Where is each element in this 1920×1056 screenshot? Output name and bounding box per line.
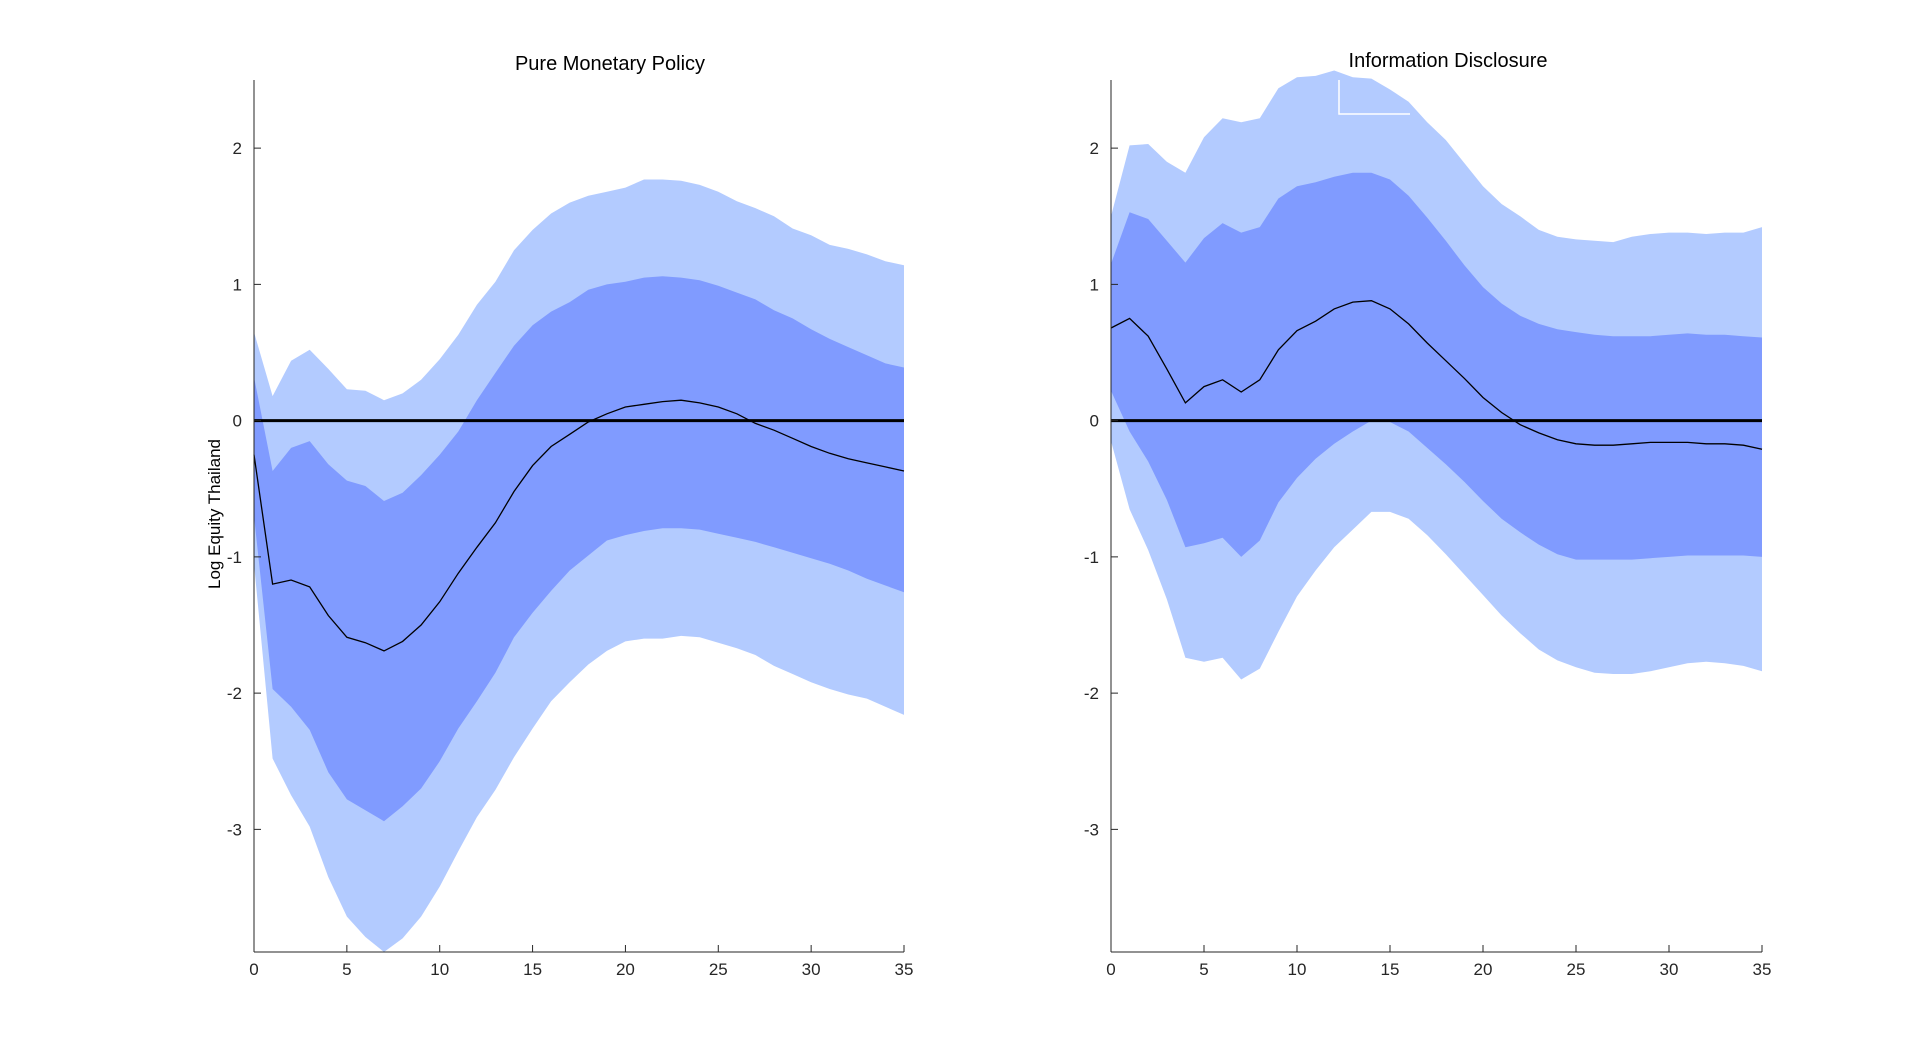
y-tick-label: -1 xyxy=(1084,548,1099,567)
x-tick-label: 5 xyxy=(342,960,351,979)
x-tick-label: 15 xyxy=(523,960,542,979)
y-tick-label: 1 xyxy=(1090,275,1099,294)
y-tick-label: -2 xyxy=(227,684,242,703)
x-tick-label: 20 xyxy=(616,960,635,979)
y-tick-label: 1 xyxy=(233,275,242,294)
y-tick-label: -3 xyxy=(1084,820,1099,839)
inner-band xyxy=(1111,172,1762,560)
median-line xyxy=(1110,300,1763,450)
y-tick-label: 0 xyxy=(1090,412,1099,431)
axes: 0 5 10 15 20 25 30 35 -3 -2 -1 0 1 2 xyxy=(1084,80,1772,979)
bands xyxy=(254,179,904,952)
x-tick-label: 25 xyxy=(709,960,728,979)
y-tick-label: -1 xyxy=(227,548,242,567)
y-tick-label: -3 xyxy=(227,820,242,839)
panel-pure-monetary-policy: Pure Monetary Policy Log Equity Thailand… xyxy=(205,53,913,979)
y-tick-label: -2 xyxy=(1084,684,1099,703)
x-tick-label: 35 xyxy=(1753,960,1772,979)
x-tick-label: 30 xyxy=(802,960,821,979)
y-tick-label: 0 xyxy=(233,412,242,431)
legend-box-remnant xyxy=(1338,80,1410,115)
x-tick-label: 0 xyxy=(1106,960,1115,979)
axes: 0 5 10 15 20 25 30 35 -3 -2 -1 0 1 2 xyxy=(227,80,914,979)
median-line xyxy=(253,399,905,652)
y-tick-label: 2 xyxy=(1090,139,1099,158)
x-tick-label: 10 xyxy=(430,960,449,979)
x-tick-label: 25 xyxy=(1567,960,1586,979)
inner-band xyxy=(254,276,904,822)
lines xyxy=(1110,300,1763,450)
y-tick-label: 2 xyxy=(233,139,242,158)
panel-information-disclosure: Information Disclosure 0 5 10 15 20 25 30 35-3-… xyxy=(1084,50,1772,979)
x-tick-label: 10 xyxy=(1288,960,1307,979)
y-axis-label: Log Equity Thailand xyxy=(205,439,224,589)
x-tick-label: 35 xyxy=(895,960,914,979)
panel-title: Pure Monetary Policy xyxy=(515,53,705,75)
panel-title: Information Disclosure xyxy=(1349,50,1548,72)
x-tick-label: 20 xyxy=(1474,960,1493,979)
x-tick-label: 5 xyxy=(1199,960,1208,979)
x-tick-label: 15 xyxy=(1381,960,1400,979)
x-tick-label: 0 xyxy=(249,960,258,979)
x-tick-label: 30 xyxy=(1660,960,1679,979)
bands xyxy=(1111,70,1762,680)
lines xyxy=(253,399,905,652)
